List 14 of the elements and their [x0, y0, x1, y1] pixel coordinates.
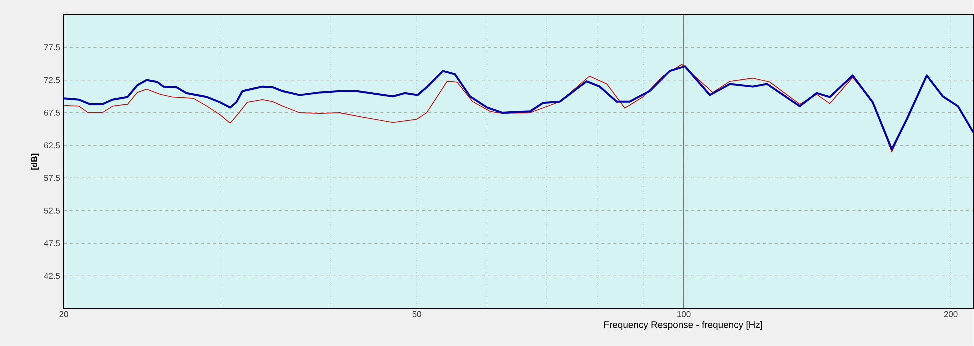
y-axis-title: [dB] — [31, 154, 40, 170]
x-axis-title: Frequency Response - frequency [Hz] — [604, 321, 762, 330]
x-tick-label: 50 — [412, 311, 422, 318]
y-tick-label: 42.5 — [44, 273, 60, 280]
y-tick-label: 67.5 — [44, 110, 60, 116]
x-tick-label: 100 — [678, 311, 691, 318]
y-tick-label: 47.5 — [44, 240, 60, 247]
y-tick-label: 57.5 — [44, 175, 60, 182]
x-tick-label: 20 — [60, 311, 68, 318]
y-tick-label: 62.5 — [44, 142, 60, 149]
y-tick-label: 77.5 — [44, 44, 60, 51]
y-tick-label: 72.5 — [44, 77, 60, 84]
y-tick-label: 52.5 — [44, 208, 60, 214]
x-tick-label: 200 — [944, 311, 958, 318]
